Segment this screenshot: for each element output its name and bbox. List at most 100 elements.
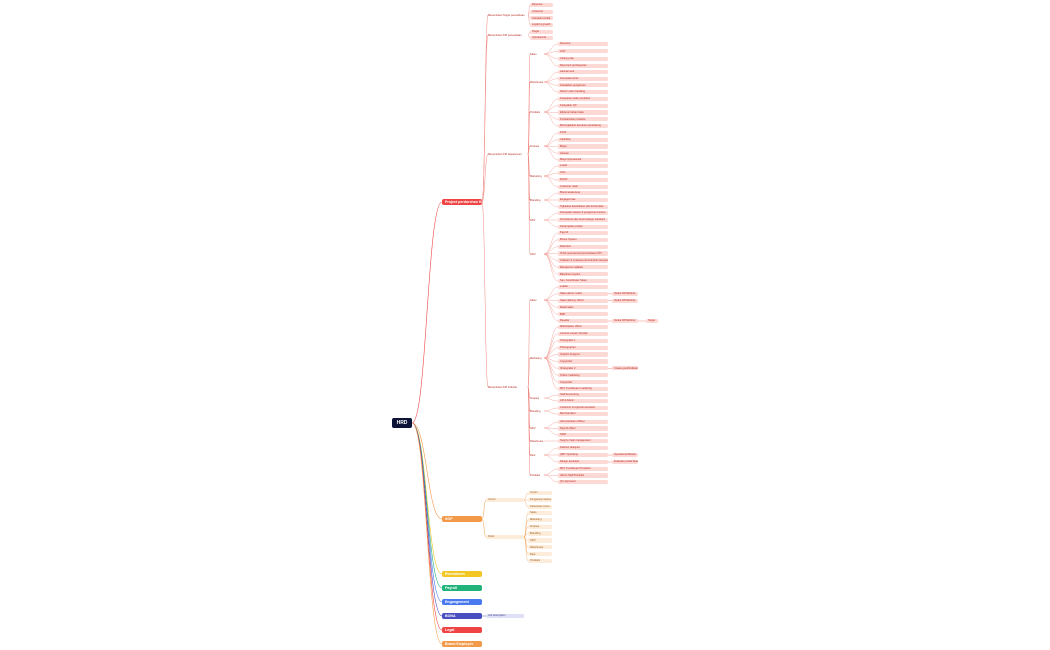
kpi-group[interactable]: Menentukan KPI perusahaan bbox=[488, 33, 522, 37]
leaf-node[interactable]: Loyalti & growth bbox=[530, 22, 553, 28]
leaf-node[interactable]: Biaya Operasional bbox=[558, 157, 608, 163]
kpi-subgroup[interactable]: ADV bbox=[530, 218, 536, 222]
leaf-node[interactable]: Produktivitas produksi bbox=[558, 117, 608, 122]
leaf-node[interactable]: Operasional bbox=[530, 35, 553, 41]
leaf-node[interactable]: Profit bbox=[558, 130, 608, 136]
branch-node[interactable]: Engangement bbox=[442, 599, 482, 605]
leaf-node[interactable]: Sales delivery officer bbox=[558, 298, 608, 303]
leaf-node[interactable]: Closing rate bbox=[558, 56, 608, 61]
kpi-subgroup[interactable]: Branding bbox=[530, 198, 541, 202]
leaf-node[interactable]: Retail sales bbox=[558, 305, 608, 310]
leaf-node[interactable]: Tertib operasional (perusahaan) KPI bbox=[558, 251, 608, 256]
leaf-node[interactable]: Marketplace officer bbox=[558, 324, 608, 330]
kpi-group[interactable]: Menentukan KPI departemen bbox=[488, 152, 522, 156]
leaf-node[interactable]: Videografer 2 bbox=[558, 366, 608, 371]
leaf-node[interactable]: Branding bbox=[528, 531, 552, 536]
leaf-node[interactable]: Leads bbox=[558, 163, 608, 169]
leaf-node[interactable]: AOV bbox=[558, 49, 608, 54]
leaf-node[interactable]: Retention bbox=[558, 244, 608, 249]
leaf-node[interactable]: Varies KPI/Definisi bbox=[612, 298, 638, 303]
leaf-node[interactable]: Supply chain management bbox=[558, 438, 608, 444]
leaf-node[interactable]: Return order handling bbox=[558, 89, 608, 95]
branch-node[interactable]: Legal bbox=[442, 627, 482, 633]
leaf-node[interactable]: Brand awareness bbox=[558, 190, 608, 196]
leaf-node[interactable]: ROAS bbox=[558, 177, 608, 183]
leaf-node[interactable]: Ketentuan umum bbox=[528, 504, 552, 510]
leaf-node[interactable]: Pengaturan status bbox=[528, 497, 552, 503]
leaf-node[interactable]: Merchandiser bbox=[558, 411, 608, 417]
leaf-node[interactable]: Tigkatkan keterlibatan dan kontinuitas bbox=[558, 204, 608, 210]
leaf-node[interactable]: Produksi bbox=[528, 558, 552, 564]
kpi-subgroup[interactable]: GDV bbox=[530, 252, 536, 256]
leaf-node[interactable]: Recurrent pembayaran bbox=[558, 63, 608, 69]
leaf-node[interactable]: Revenue bbox=[530, 2, 553, 8]
leaf-node[interactable]: Online marketing bbox=[558, 373, 608, 378]
branch-node[interactable]: Payroll bbox=[442, 585, 482, 591]
leaf-node[interactable]: Sales bbox=[528, 510, 552, 516]
kpi-subgroup[interactable]: GDV bbox=[530, 426, 536, 430]
leaf-node[interactable]: Staff Accounting bbox=[558, 392, 608, 398]
leaf-node[interactable]: MKT Coordinator Produksi bbox=[558, 466, 608, 472]
leaf-node[interactable]: Engaged rate bbox=[558, 197, 608, 203]
leaf-node[interactable]: Meningkatkan kemasan pendukung bbox=[558, 123, 608, 129]
leaf-node[interactable]: Create good/indikatof bbox=[612, 366, 638, 371]
leaf-node[interactable]: Fashion designer bbox=[558, 445, 608, 451]
leaf-node[interactable]: Cashflow bbox=[558, 137, 608, 142]
leaf-node[interactable]: Target bbox=[646, 318, 658, 324]
leaf-node[interactable]: Copywriter bbox=[558, 359, 608, 364]
leaf-node[interactable]: Payroll bbox=[558, 230, 608, 236]
leaf-node[interactable]: Varies KPI/Definisi bbox=[612, 318, 638, 324]
leaf-node[interactable]: AR & Admin bbox=[558, 398, 608, 404]
kpi-subgroup[interactable]: Sales bbox=[530, 298, 537, 302]
leaf-node[interactable]: Finance bbox=[528, 524, 552, 529]
kpi-group[interactable]: Menentukan KPI Individu bbox=[488, 385, 517, 389]
root-node[interactable]: HRD bbox=[392, 418, 412, 428]
leaf-node[interactable]: Target bbox=[530, 29, 553, 35]
leaf-node[interactable]: Kesalahan pengiriman bbox=[558, 83, 608, 88]
leaf-node[interactable]: Rest bbox=[528, 552, 552, 557]
leaf-node[interactable]: Ketrampilan produk bbox=[558, 224, 608, 230]
leaf-node[interactable]: Customer & regional operation bbox=[558, 405, 608, 411]
leaf-node[interactable]: B2B bbox=[558, 312, 608, 317]
leaf-node[interactable]: Operational Master bbox=[612, 452, 638, 458]
kpi-subgroup[interactable]: Produksi bbox=[530, 110, 541, 114]
leaf-node[interactable]: Manajemen aplikasi bbox=[558, 265, 608, 270]
leaf-node[interactable]: Reseller bbox=[558, 318, 608, 324]
leaf-node[interactable]: Leader bbox=[558, 284, 608, 290]
branch-node[interactable]: Recruitmen bbox=[442, 571, 482, 577]
leaf-node[interactable]: MKT Coordinator marketing bbox=[558, 386, 608, 392]
leaf-node[interactable]: Warehouse bbox=[528, 545, 552, 550]
leaf-node[interactable]: Customer bbox=[530, 9, 553, 14]
leaf-node[interactable]: Revenue bbox=[558, 41, 608, 47]
leaf-node[interactable]: Interaksi kontak bbox=[530, 16, 553, 21]
branch-node[interactable]: Project perdurchan KPI bbox=[442, 199, 482, 205]
leaf-node[interactable]: Umum bbox=[528, 490, 552, 496]
bona-child[interactable]: Job description bbox=[486, 613, 524, 619]
leaf-node[interactable]: Efisiensi bahan baku bbox=[558, 110, 608, 115]
leaf-node[interactable]: Sales admin / kasir bbox=[558, 291, 608, 296]
kpi-subgroup[interactable]: Branding bbox=[530, 409, 541, 413]
leaf-node[interactable]: Kecepatan desain & pengiriman konten bbox=[558, 210, 608, 216]
leaf-node[interactable]: Akurasi stok bbox=[558, 69, 608, 75]
kpi-subgroup[interactable]: Warehouse bbox=[530, 80, 544, 84]
kpi-subgroup[interactable]: Marketing bbox=[530, 356, 542, 360]
kpi-subgroup[interactable]: Produksi bbox=[530, 473, 541, 477]
leaf-node[interactable]: Content creator (Sosial) bbox=[558, 331, 608, 336]
leaf-node[interactable]: Kelayakan QC bbox=[558, 103, 608, 108]
leaf-node[interactable]: Kecepatan kirim bbox=[558, 76, 608, 81]
sop-group[interactable]: Umum bbox=[486, 497, 524, 503]
leaf-node[interactable]: Payroll officer bbox=[558, 426, 608, 431]
kpi-subgroup[interactable]: Sales bbox=[530, 52, 537, 56]
leaf-node[interactable]: Photographer bbox=[558, 345, 608, 350]
kpi-subgroup[interactable]: Rest bbox=[530, 453, 536, 457]
kpi-subgroup[interactable]: Finance bbox=[530, 396, 540, 400]
leaf-node[interactable]: Videografer 1 bbox=[558, 338, 608, 343]
leaf-node[interactable]: Marketing bbox=[528, 517, 552, 522]
leaf-node[interactable]: Biaya bbox=[558, 144, 608, 149]
kpi-subgroup[interactable]: Marketing bbox=[530, 174, 542, 178]
leaf-node[interactable]: Graphic designer bbox=[558, 352, 608, 357]
leaf-node[interactable]: SDM bbox=[558, 432, 608, 438]
kpi-group[interactable]: Menentukan Target perusahaan bbox=[488, 13, 525, 17]
leaf-node[interactable]: Indikator & evaluasi pertumbuhan karyawa… bbox=[558, 258, 608, 263]
branch-node[interactable]: BONA bbox=[442, 613, 482, 619]
